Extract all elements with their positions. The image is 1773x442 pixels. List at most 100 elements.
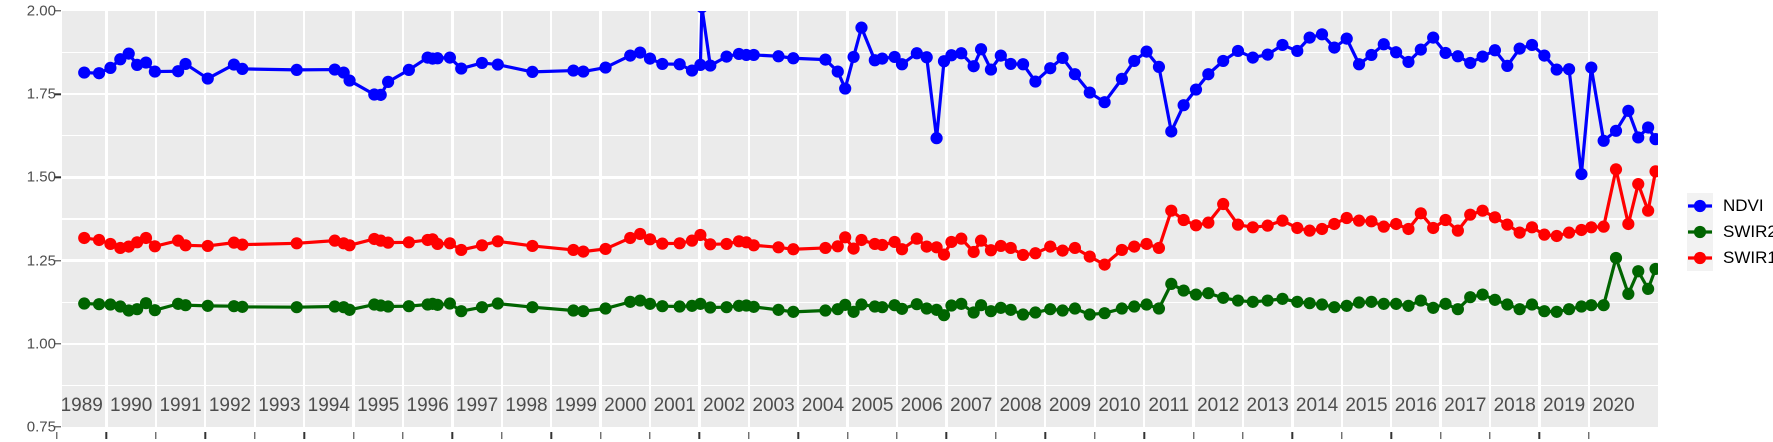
x-axis-tick	[748, 432, 750, 439]
gridline-major-vertical	[1142, 11, 1146, 427]
x-axis-label-1991: 1991	[159, 395, 202, 416]
data-point	[148, 304, 161, 317]
data-point	[1622, 287, 1635, 300]
data-point	[1128, 54, 1141, 68]
data-point	[577, 305, 590, 318]
x-axis-tick	[1588, 432, 1590, 439]
x-axis-tick	[1291, 432, 1294, 439]
data-point	[382, 300, 395, 313]
data-point	[720, 50, 733, 63]
data-point	[122, 47, 135, 60]
data-point	[1328, 41, 1341, 54]
data-point	[1464, 56, 1477, 70]
x-axis-label-2001: 2001	[653, 395, 696, 416]
x-axis-label-2016: 2016	[1394, 395, 1438, 416]
data-point	[1632, 177, 1645, 191]
legend-item-swir1[interactable]: SWIR1	[1687, 245, 1773, 271]
data-point	[104, 61, 117, 75]
data-point	[577, 245, 590, 258]
data-point	[139, 56, 153, 69]
data-point	[895, 243, 909, 256]
data-point	[1525, 38, 1539, 52]
data-point	[787, 305, 800, 318]
data-point	[599, 242, 612, 256]
data-point	[1303, 31, 1316, 44]
data-point	[1390, 297, 1403, 310]
data-point	[1451, 50, 1464, 63]
data-point	[1115, 302, 1128, 315]
data-point	[382, 236, 395, 249]
x-axis-tick	[649, 432, 651, 439]
data-point	[1303, 297, 1316, 310]
data-point	[1550, 305, 1563, 318]
data-point	[1649, 133, 1658, 146]
data-point	[1165, 204, 1178, 217]
gridline-major-vertical	[1241, 11, 1245, 427]
gridline-major-vertical	[698, 11, 701, 427]
gridline-major-vertical	[994, 11, 998, 427]
data-point	[443, 51, 456, 64]
data-point	[567, 64, 580, 77]
x-axis-tick	[204, 432, 206, 439]
data-point	[343, 239, 356, 252]
data-point	[1083, 86, 1096, 99]
data-point	[382, 75, 395, 88]
legend-key-swatch	[1687, 245, 1713, 271]
gridline-major-vertical	[747, 11, 750, 427]
data-point	[567, 304, 580, 317]
x-axis-tick	[56, 432, 58, 439]
data-point	[910, 47, 923, 60]
data-point	[104, 237, 117, 251]
data-point	[1202, 216, 1215, 229]
data-point	[1068, 241, 1082, 255]
data-point	[1377, 297, 1390, 310]
data-point	[290, 63, 303, 77]
data-point	[656, 300, 669, 313]
data-point	[1098, 96, 1111, 109]
data-point	[673, 237, 686, 250]
data-point	[1189, 83, 1203, 96]
data-point	[1016, 248, 1030, 262]
data-point	[1562, 303, 1576, 316]
data-point	[1276, 292, 1289, 305]
data-point	[895, 302, 909, 315]
data-point	[172, 65, 185, 78]
data-point	[694, 228, 707, 242]
gridline-major-horizontal	[62, 93, 1658, 96]
data-point	[236, 238, 249, 251]
data-point	[1476, 50, 1489, 63]
data-point	[1068, 68, 1082, 81]
legend-item-ndvi[interactable]: NDVI	[1687, 193, 1764, 219]
data-point	[694, 58, 707, 72]
gridline-minor-horizontal	[62, 384, 1658, 387]
data-point	[1414, 43, 1427, 56]
data-point	[1303, 224, 1316, 237]
data-point	[895, 58, 909, 71]
data-point	[1340, 299, 1353, 312]
legend-item-label: NDVI	[1723, 196, 1764, 215]
data-point	[819, 53, 832, 66]
x-axis-label-1997: 1997	[455, 395, 499, 416]
data-point	[1365, 295, 1378, 308]
data-point	[1525, 298, 1539, 311]
data-point	[201, 299, 214, 312]
data-point	[855, 21, 868, 34]
gridline-major-vertical	[154, 11, 158, 427]
x-axis-tick	[698, 432, 701, 439]
data-point	[1246, 221, 1259, 234]
legend-item-swir2[interactable]: SWIR2	[1687, 219, 1773, 245]
data-point	[772, 303, 785, 316]
series-swir2	[78, 251, 1658, 322]
data-point	[1231, 44, 1245, 58]
data-point	[1632, 265, 1645, 278]
data-point	[179, 299, 192, 312]
data-point	[876, 301, 889, 314]
data-point	[148, 240, 161, 253]
data-point	[1016, 308, 1030, 321]
data-point	[1538, 49, 1551, 62]
gridline-major-vertical	[253, 11, 256, 427]
data-point	[1140, 237, 1153, 251]
gridline-minor-horizontal	[62, 135, 1658, 137]
data-point	[1622, 217, 1635, 231]
x-axis-label-1992: 1992	[208, 395, 252, 416]
